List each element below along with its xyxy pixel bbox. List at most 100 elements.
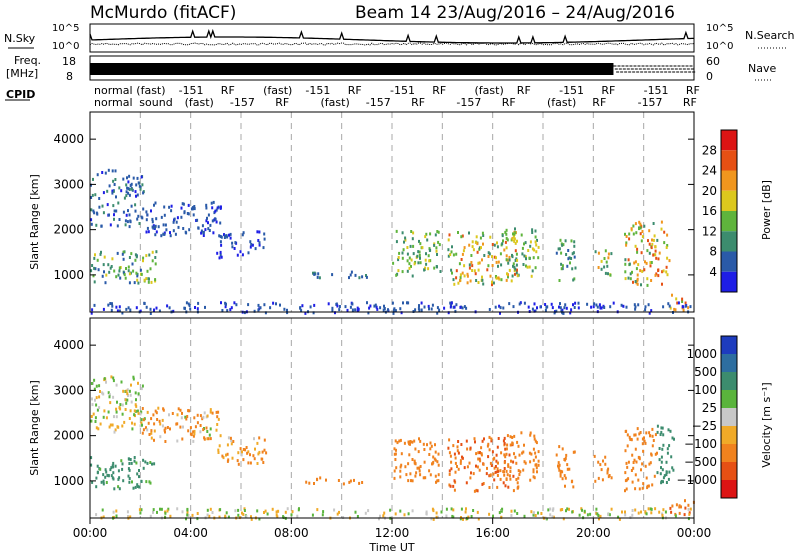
- data-cell: [648, 462, 651, 466]
- data-cell: [128, 480, 131, 484]
- data-cell: [561, 508, 564, 511]
- data-cell: [166, 509, 169, 513]
- data-cell: [511, 274, 514, 278]
- data-cell: [168, 413, 170, 417]
- data-cell: [516, 481, 519, 485]
- data-cell: [652, 439, 655, 442]
- data-cell: [632, 466, 635, 470]
- data-cell: [560, 262, 563, 266]
- data-cell: [140, 272, 143, 276]
- data-cell: [504, 447, 507, 451]
- data-cell: [473, 489, 476, 493]
- data-cell: [537, 256, 540, 260]
- data-cell: [400, 452, 403, 456]
- data-cell: [240, 453, 243, 457]
- data-cell: [174, 232, 177, 236]
- data-cell: [393, 469, 396, 473]
- data-cell: [627, 276, 630, 280]
- data-cell: [142, 458, 145, 462]
- data-cell: [428, 307, 430, 311]
- data-cell: [674, 514, 677, 518]
- data-cell: [118, 269, 121, 273]
- data-cell: [475, 488, 478, 492]
- data-cell: [399, 465, 402, 469]
- data-cell: [164, 511, 167, 515]
- data-cell: [630, 469, 633, 472]
- colorbar-swatch: [721, 190, 737, 211]
- data-cell: [197, 301, 200, 305]
- data-cell: [102, 211, 105, 215]
- data-cell: [133, 459, 136, 463]
- data-cell: [109, 266, 112, 270]
- data-cell: [228, 233, 230, 237]
- data-cell: [406, 269, 409, 273]
- data-cell: [142, 259, 144, 263]
- data-cell: [565, 253, 568, 256]
- data-cell: [635, 460, 638, 464]
- data-cell: [137, 181, 140, 185]
- data-cell: [559, 306, 562, 310]
- data-cell: [638, 457, 641, 461]
- data-cell: [477, 268, 480, 272]
- data-cell: [593, 454, 596, 458]
- data-cell: [477, 261, 480, 265]
- data-cell: [663, 241, 666, 245]
- data-cell: [488, 252, 491, 256]
- data-cell: [241, 253, 244, 257]
- data-cell: [492, 281, 495, 285]
- data-cell: [234, 241, 237, 245]
- data-cell: [671, 504, 674, 508]
- data-cell: [516, 512, 519, 515]
- colorbar-tick-label: −1000: [676, 473, 717, 487]
- data-cell: [249, 461, 252, 465]
- data-cell: [453, 479, 456, 483]
- data-cell: [637, 303, 640, 307]
- data-cell: [261, 457, 264, 461]
- data-cell: [464, 510, 467, 514]
- data-cell: [491, 450, 494, 454]
- data-cell: [651, 242, 654, 246]
- data-cell: [132, 377, 135, 381]
- y-tick-label: 3000: [53, 177, 84, 191]
- data-cell: [450, 250, 453, 254]
- data-cell: [573, 277, 576, 281]
- data-cell: [117, 273, 120, 277]
- data-cell: [549, 507, 552, 511]
- data-cell: [561, 243, 564, 247]
- data-cell: [457, 281, 460, 285]
- data-cell: [412, 231, 415, 235]
- data-cell: [112, 395, 115, 399]
- data-cell: [450, 268, 453, 272]
- freq-tick-top: 18: [62, 55, 76, 68]
- data-cell: [120, 189, 123, 193]
- data-cell: [313, 303, 316, 307]
- data-cell: [147, 230, 150, 234]
- data-cell: [487, 455, 490, 459]
- data-cell: [459, 279, 461, 283]
- data-cell: [632, 280, 634, 284]
- data-cell: [507, 464, 510, 468]
- data-cell: [407, 301, 410, 305]
- data-cell: [622, 304, 625, 308]
- data-cell: [152, 508, 155, 512]
- data-cell: [572, 485, 575, 489]
- data-cell: [169, 427, 171, 431]
- data-cell: [594, 250, 597, 254]
- data-cell: [571, 510, 574, 514]
- data-cell: [125, 183, 128, 187]
- data-cell: [401, 256, 404, 260]
- data-cell: [399, 475, 402, 479]
- colorbar-swatch: [721, 336, 737, 354]
- data-cell: [233, 301, 236, 305]
- data-cell: [231, 241, 234, 245]
- data-cell: [96, 471, 99, 475]
- data-cell: [517, 444, 520, 448]
- data-cell: [447, 446, 450, 450]
- data-cell: [655, 256, 658, 260]
- data-cell: [135, 194, 137, 198]
- data-cell: [142, 207, 145, 211]
- noise-left-tick-top: 10^5: [52, 23, 79, 34]
- data-cell: [639, 431, 642, 434]
- data-cell: [624, 449, 627, 453]
- data-cell: [641, 442, 644, 446]
